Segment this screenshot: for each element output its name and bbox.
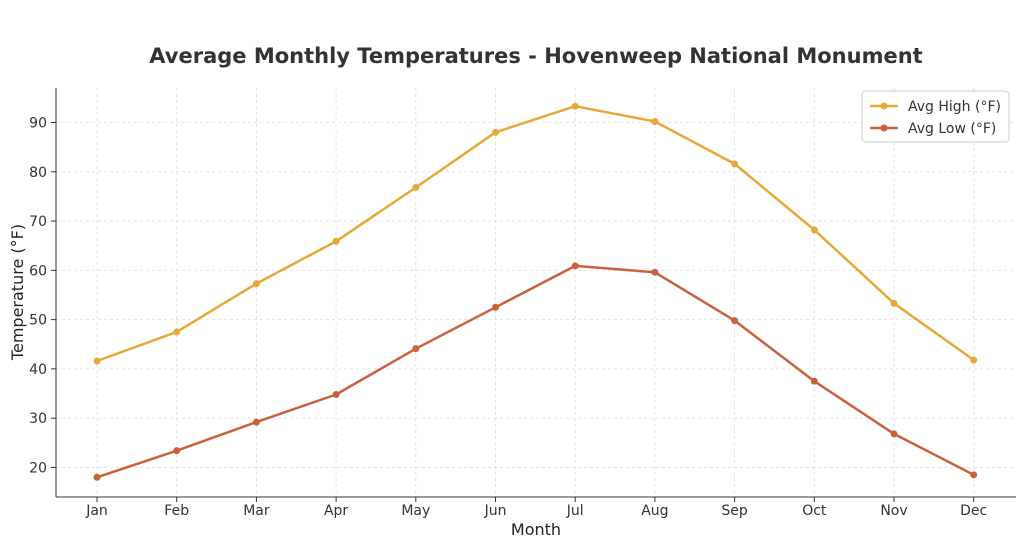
data-point (332, 237, 340, 245)
y-axis-ticks: 20 30 40 50 60 70 80 90 (29, 115, 56, 476)
data-point (412, 345, 420, 353)
x-tick-label: Nov (880, 503, 907, 519)
data-point (970, 471, 978, 479)
data-point (651, 268, 659, 276)
y-tick-label: 40 (29, 362, 47, 378)
series-group (93, 102, 978, 481)
data-point (890, 299, 898, 307)
chart-title: Average Monthly Temperatures - Hovenweep… (149, 44, 922, 68)
x-tick-label: Oct (802, 503, 827, 519)
data-point (731, 160, 739, 168)
y-tick-label: 80 (29, 165, 47, 181)
data-point (93, 473, 101, 481)
data-point (173, 328, 181, 336)
x-tick-label: Jul (566, 503, 584, 519)
series-line-0 (96, 104, 975, 363)
y-tick-label: 70 (29, 214, 47, 230)
x-axis-ticks: Jan Feb Mar Apr May Jun Jul Aug Sep Oct Nov Dec (85, 497, 987, 519)
data-point (810, 226, 818, 234)
data-point (492, 303, 499, 311)
x-tick-label: Jan (85, 503, 108, 519)
legend: Avg High (°F) Avg Low (°F) (861, 90, 1010, 143)
y-tick-label: 60 (29, 263, 47, 279)
y-tick-label: 20 (29, 460, 47, 476)
legend-box (861, 90, 1010, 143)
y-tick-label: 90 (29, 115, 47, 131)
data-point (173, 447, 181, 455)
x-tick-label: Jun (484, 503, 507, 519)
data-point (492, 128, 499, 136)
axes (55, 88, 1016, 498)
y-tick-label: 50 (29, 313, 47, 329)
data-point (651, 118, 659, 126)
x-tick-label: Dec (960, 503, 987, 519)
grid-lines (56, 88, 1016, 497)
data-point (890, 430, 898, 438)
legend-label-low: Avg Low (°F) (908, 121, 996, 137)
x-tick-label: Aug (641, 503, 668, 519)
data-point (332, 391, 340, 399)
y-axis-title: Temperature (°F) (8, 224, 27, 361)
data-point (731, 317, 739, 325)
legend-marker-high (880, 102, 888, 110)
x-tick-label: Apr (324, 503, 348, 519)
x-tick-label: Mar (243, 503, 270, 519)
data-point (93, 357, 101, 365)
x-tick-label: Sep (721, 503, 748, 519)
data-point (571, 102, 579, 110)
data-point (412, 184, 420, 192)
legend-marker-low (880, 124, 888, 132)
series-line-1 (96, 264, 975, 479)
data-point (252, 280, 260, 288)
legend-label-high: Avg High (°F) (908, 99, 1001, 115)
x-tick-label: May (401, 503, 430, 519)
data-point (810, 377, 818, 385)
data-point (252, 418, 260, 426)
x-axis-title: Month (511, 520, 561, 539)
y-tick-label: 30 (29, 411, 47, 427)
data-point (970, 356, 978, 364)
data-point (571, 262, 579, 270)
x-tick-label: Feb (164, 503, 189, 519)
